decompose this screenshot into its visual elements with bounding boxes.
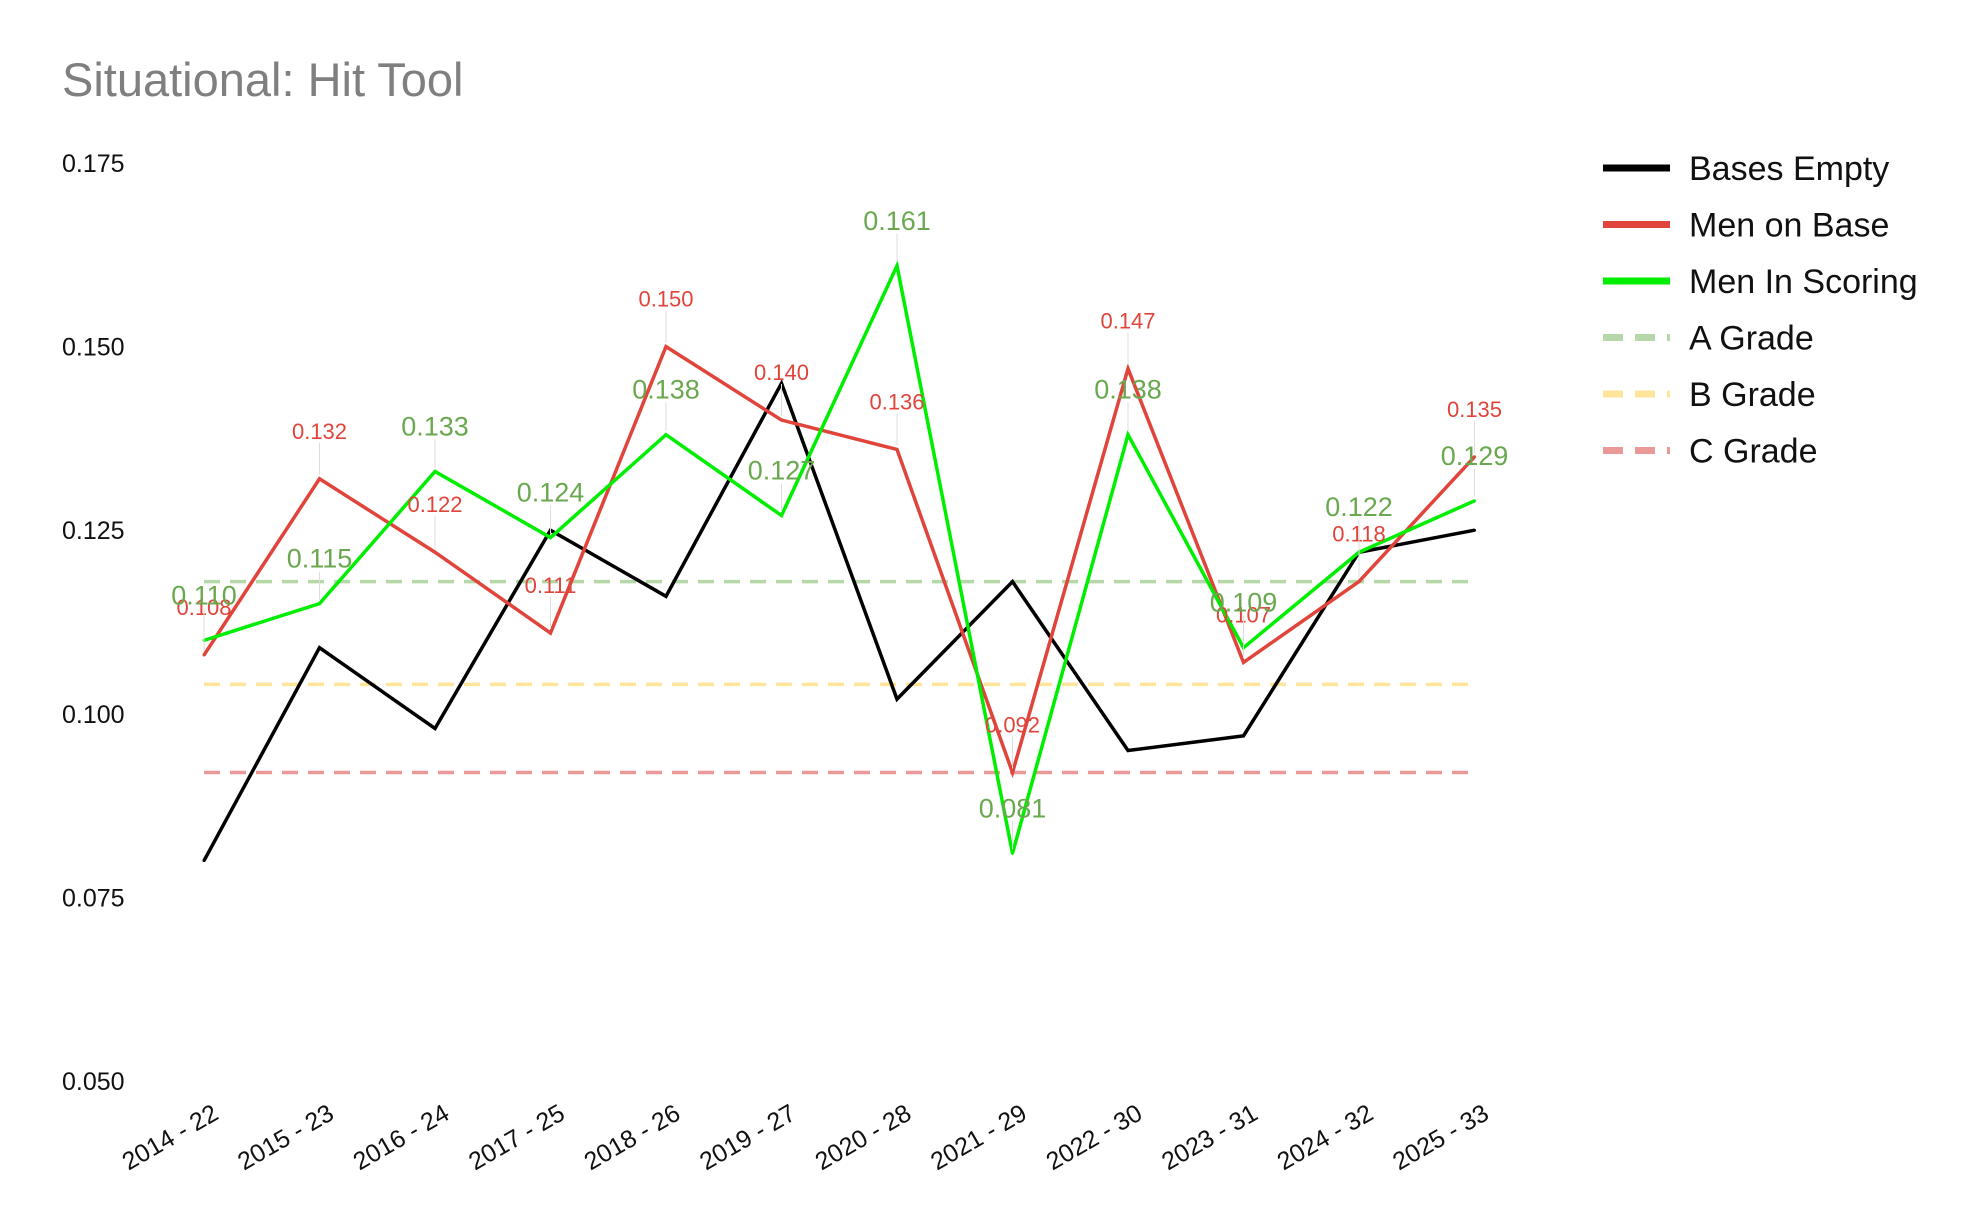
x-tick-label: 2019 - 27 bbox=[695, 1099, 800, 1176]
x-tick-label: 2020 - 28 bbox=[811, 1099, 916, 1176]
x-tick-label: 2018 - 26 bbox=[580, 1099, 685, 1176]
data-label: 0.140 bbox=[754, 360, 809, 385]
data-point bbox=[780, 381, 783, 385]
data-point bbox=[202, 653, 206, 657]
data-point bbox=[433, 550, 437, 554]
data-point bbox=[1242, 734, 1245, 738]
data-point bbox=[549, 536, 552, 540]
data-point bbox=[1242, 660, 1245, 664]
data-label: 0.135 bbox=[1447, 397, 1502, 422]
data-label: 0.110 bbox=[171, 580, 237, 610]
data-point bbox=[433, 469, 437, 473]
y-tick-label: 0.075 bbox=[62, 884, 125, 912]
x-tick-label: 2022 - 30 bbox=[1042, 1099, 1147, 1176]
y-tick-label: 0.150 bbox=[62, 334, 125, 362]
legend-label: Men on Base bbox=[1689, 207, 1889, 245]
legend-label: Bases Empty bbox=[1689, 150, 1889, 188]
data-point bbox=[1011, 580, 1014, 584]
data-point bbox=[318, 646, 321, 650]
data-point bbox=[549, 631, 552, 635]
data-point bbox=[780, 418, 783, 422]
y-tick-label: 0.175 bbox=[62, 150, 125, 178]
x-tick-label: 2021 - 29 bbox=[926, 1099, 1031, 1176]
data-point bbox=[1126, 367, 1130, 371]
data-label: 0.124 bbox=[517, 478, 585, 508]
data-point bbox=[664, 433, 668, 437]
x-tick-label: 2025 - 33 bbox=[1388, 1099, 1493, 1176]
data-label: 0.092 bbox=[985, 713, 1040, 738]
data-label: 0.111 bbox=[525, 573, 577, 598]
data-label: 0.081 bbox=[979, 793, 1047, 823]
x-tick-label: 2023 - 31 bbox=[1157, 1099, 1262, 1176]
data-point bbox=[433, 726, 437, 730]
data-label: 0.147 bbox=[1100, 309, 1155, 334]
legend-label: C Grade bbox=[1689, 433, 1818, 471]
series-line-men-on-base bbox=[202, 343, 1476, 779]
series-line-men-in-scoring bbox=[203, 260, 1476, 854]
data-label: 0.150 bbox=[638, 287, 693, 312]
data-point bbox=[664, 345, 668, 349]
data-label: 0.138 bbox=[1094, 375, 1162, 405]
data-point bbox=[318, 602, 321, 606]
y-tick-label: 0.125 bbox=[62, 517, 125, 545]
data-point bbox=[1473, 528, 1476, 532]
data-point bbox=[664, 594, 668, 598]
x-tick-label: 2017 - 25 bbox=[464, 1099, 569, 1176]
x-tick-label: 2016 - 24 bbox=[349, 1099, 455, 1176]
data-point bbox=[780, 514, 783, 518]
data-point bbox=[202, 859, 206, 863]
data-point bbox=[1473, 455, 1476, 459]
data-point bbox=[1011, 851, 1014, 855]
data-point bbox=[895, 264, 899, 268]
data-label: 0.138 bbox=[632, 375, 700, 405]
data-label: 0.127 bbox=[748, 456, 816, 486]
data-label: 0.161 bbox=[863, 206, 931, 236]
data-point bbox=[1126, 749, 1130, 753]
data-label: 0.115 bbox=[287, 544, 353, 574]
data-label: 0.122 bbox=[1325, 492, 1393, 522]
x-tick-label: 2024 - 32 bbox=[1273, 1099, 1378, 1176]
y-tick-label: 0.100 bbox=[62, 701, 125, 729]
data-point bbox=[895, 447, 899, 451]
data-point bbox=[895, 697, 899, 701]
data-point bbox=[1011, 771, 1014, 775]
series-line-bases-empty bbox=[202, 379, 1475, 862]
legend-label: Men In Scoring bbox=[1689, 263, 1918, 301]
y-tick-label: 0.050 bbox=[62, 1068, 125, 1096]
legend-label: A Grade bbox=[1689, 320, 1814, 358]
data-point bbox=[1473, 499, 1476, 503]
x-tick-label: 2014 - 22 bbox=[118, 1099, 223, 1176]
data-label: 0.132 bbox=[292, 419, 347, 444]
data-label: 0.133 bbox=[401, 411, 469, 441]
x-tick-label: 2015 - 23 bbox=[233, 1099, 338, 1176]
data-point bbox=[318, 477, 321, 481]
data-label: 0.129 bbox=[1441, 441, 1509, 471]
legend-label: B Grade bbox=[1689, 376, 1816, 414]
data-label: 0.122 bbox=[407, 492, 462, 517]
data-point bbox=[1126, 433, 1130, 437]
data-point bbox=[1357, 580, 1361, 584]
chart-title: Situational: Hit Tool bbox=[62, 53, 464, 106]
data-label: 0.109 bbox=[1210, 588, 1278, 618]
data-label: 0.136 bbox=[869, 389, 924, 414]
